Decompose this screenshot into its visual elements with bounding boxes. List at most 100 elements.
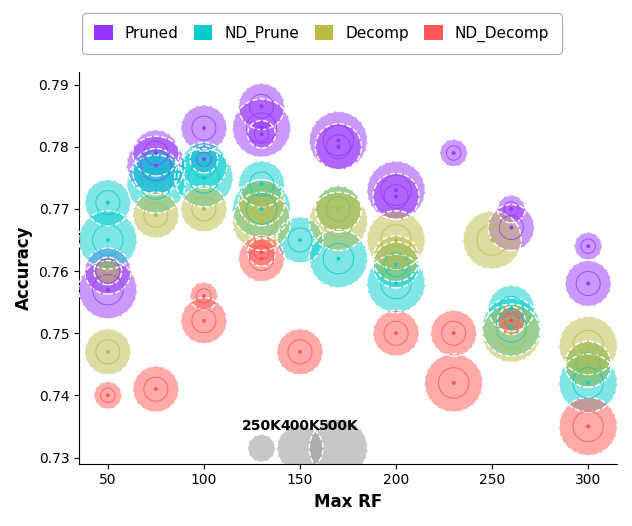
Point [199, 161, 209, 169]
Point [583, 279, 593, 288]
Point [391, 255, 401, 263]
Point [506, 304, 516, 312]
Point [333, 205, 343, 213]
Point [199, 317, 209, 325]
Point [257, 102, 267, 110]
Point [583, 360, 593, 369]
Point [103, 391, 113, 400]
Point [506, 317, 516, 325]
Point [257, 255, 267, 263]
Point [333, 205, 343, 213]
Point [151, 149, 161, 157]
Point [506, 304, 516, 312]
Point [583, 379, 593, 387]
Point [333, 136, 343, 145]
Point [199, 317, 209, 325]
Point [583, 379, 593, 387]
Point [257, 198, 267, 207]
Point [257, 217, 267, 226]
Point [391, 260, 401, 269]
Point [449, 379, 459, 387]
Point [257, 124, 267, 133]
Point [295, 348, 305, 356]
Point [333, 136, 343, 145]
Point [333, 205, 343, 213]
Point [103, 267, 113, 275]
Point [333, 143, 343, 151]
Point [333, 217, 343, 226]
Point [583, 279, 593, 288]
Point [449, 149, 459, 157]
Point [257, 198, 267, 207]
Point [103, 198, 113, 207]
Point [295, 236, 305, 244]
Point [583, 360, 593, 369]
Point [506, 323, 516, 331]
Point [103, 267, 113, 275]
Point [295, 348, 305, 356]
Point [583, 422, 593, 431]
Point [333, 217, 343, 226]
Point [391, 236, 401, 244]
Point [391, 279, 401, 288]
Point [151, 149, 161, 157]
Point [199, 205, 209, 213]
Point [333, 143, 343, 151]
Point [333, 444, 343, 452]
Point [391, 329, 401, 337]
Point [257, 102, 267, 110]
Point [257, 205, 267, 213]
Point [103, 267, 113, 275]
Point [391, 329, 401, 337]
Point [199, 292, 209, 300]
Point [391, 279, 401, 288]
Point [103, 286, 113, 294]
Point [583, 360, 593, 369]
Point [151, 211, 161, 219]
Point [583, 360, 593, 369]
Point [391, 236, 401, 244]
Point [487, 236, 497, 244]
Point [506, 329, 516, 337]
Point [257, 205, 267, 213]
Point [333, 444, 343, 452]
Point [199, 174, 209, 182]
Point [583, 242, 593, 250]
Point [506, 317, 516, 325]
Point [257, 255, 267, 263]
Point [257, 205, 267, 213]
Point [333, 205, 343, 213]
Point [391, 193, 401, 201]
Point [583, 360, 593, 369]
Point [391, 260, 401, 269]
Point [506, 329, 516, 337]
Point [103, 286, 113, 294]
Legend: Pruned, ND_Prune, Decomp, ND_Decomp: Pruned, ND_Prune, Decomp, ND_Decomp [87, 17, 557, 49]
Point [103, 198, 113, 207]
Point [199, 292, 209, 300]
Point [257, 444, 267, 452]
X-axis label: Max RF: Max RF [314, 493, 382, 511]
Point [199, 161, 209, 169]
Point [333, 205, 343, 213]
Point [583, 242, 593, 250]
Point [333, 217, 343, 226]
Point [257, 102, 267, 110]
Point [257, 217, 267, 226]
Point [391, 255, 401, 263]
Point [506, 224, 516, 232]
Point [103, 267, 113, 275]
Point [257, 124, 267, 133]
Point [506, 317, 516, 325]
Point [295, 348, 305, 356]
Point [103, 348, 113, 356]
Point [583, 341, 593, 350]
Point [333, 255, 343, 263]
Point [151, 180, 161, 188]
Point [151, 385, 161, 393]
Point [103, 236, 113, 244]
Point [333, 136, 343, 145]
Point [295, 236, 305, 244]
Point [151, 161, 161, 169]
Point [295, 444, 305, 452]
